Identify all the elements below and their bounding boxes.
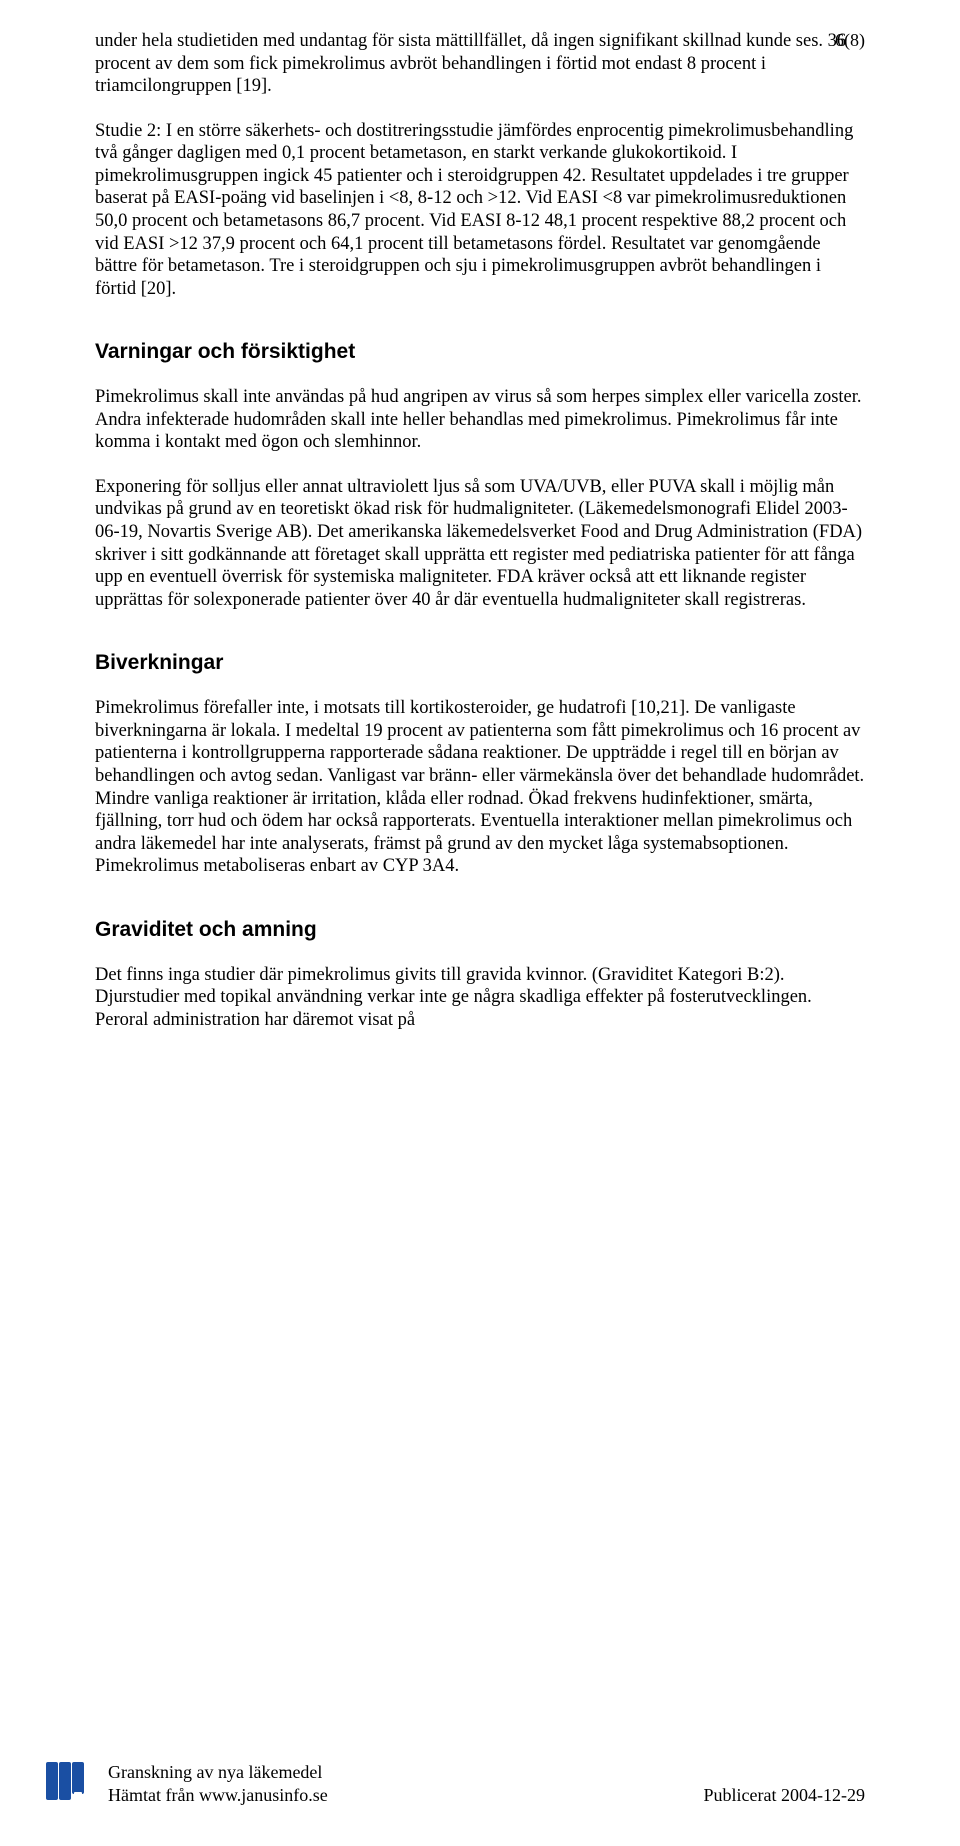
footer-left-line1: Granskning av nya läkemedel: [108, 1762, 322, 1782]
section-heading-sideeffects: Biverkningar: [95, 651, 865, 675]
body-paragraph: Exponering för solljus eller annat ultra…: [95, 476, 865, 611]
body-paragraph: Pimekrolimus skall inte användas på hud …: [95, 386, 865, 454]
publisher-logo-icon: [40, 1756, 90, 1806]
page-footer: Granskning av nya läkemedel Hämtat från …: [0, 1756, 960, 1846]
page-number: 6(8): [835, 30, 865, 51]
footer-right: Publicerat 2004-12-29: [704, 1785, 865, 1806]
body-paragraph: under hela studietiden med undantag för …: [95, 30, 865, 98]
section-heading-warnings: Varningar och försiktighet: [95, 340, 865, 364]
body-paragraph: Pimekrolimus förefaller inte, i motsats …: [95, 697, 865, 878]
footer-left-line2: Hämtat från www.janusinfo.se: [108, 1785, 328, 1805]
section-heading-pregnancy: Graviditet och amning: [95, 918, 865, 942]
body-paragraph: Studie 2: I en större säkerhets- och dos…: [95, 120, 865, 301]
document-page: 6(8) under hela studietiden med undantag…: [0, 0, 960, 1846]
footer-left: Granskning av nya läkemedel Hämtat från …: [108, 1761, 704, 1806]
body-paragraph: Det finns inga studier där pimekrolimus …: [95, 964, 865, 1032]
